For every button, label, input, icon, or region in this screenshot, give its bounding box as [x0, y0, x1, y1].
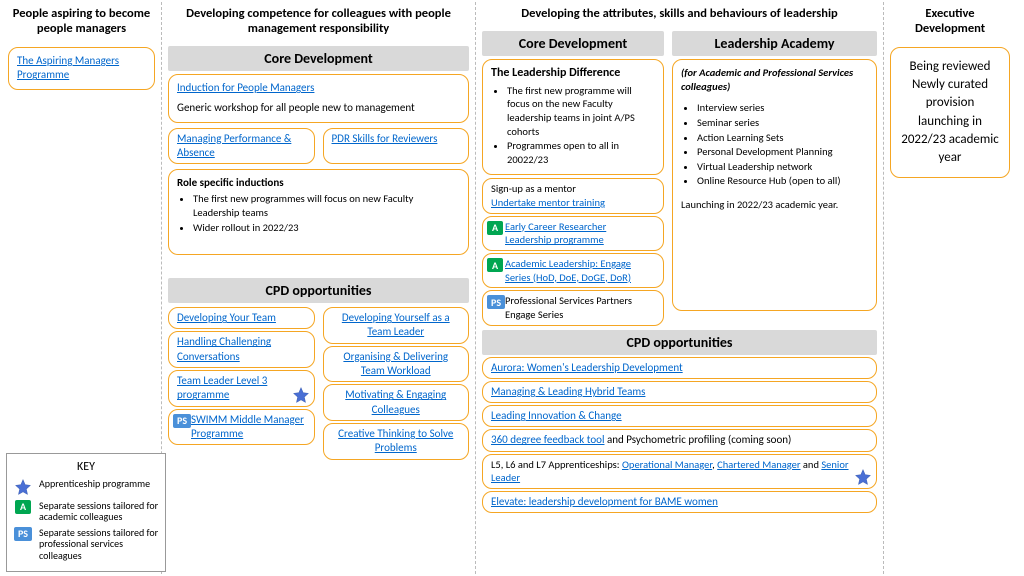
elevate-link[interactable]: Elevate: leadership development for BAME…	[491, 495, 718, 508]
la-item: Personal Development Planning	[697, 145, 868, 159]
col2-core-dev-bar: Core Development	[168, 46, 469, 71]
cpd-link[interactable]: SWIMM Middle Manager Programme	[191, 413, 304, 440]
badge-a-icon: A	[487, 221, 503, 235]
ld-bullet-1: The first new programme will focus on th…	[507, 84, 655, 139]
leadership-academy-card: (for Academic and Professional Services …	[672, 59, 877, 311]
col-aspiring: People aspiring to become people manager…	[2, 2, 162, 574]
ecr-link[interactable]: Early Career Researcher Leadership progr…	[505, 220, 606, 247]
badge-a-icon: A	[487, 258, 503, 272]
key-title: KEY	[13, 460, 159, 474]
apprentice-prefix: L5, L6 and L7 Apprenticeships:	[491, 458, 622, 471]
badge-ps-icon: PS	[173, 414, 191, 428]
cpd-link[interactable]: Creative Thinking to Solve Problems	[338, 427, 453, 454]
aspiring-card: The Aspiring Managers Programme	[8, 47, 155, 90]
star-icon	[854, 468, 872, 486]
badge-ps-icon: PS	[487, 295, 505, 309]
cpd-link[interactable]: Motivating & Engaging Colleagues	[345, 388, 446, 415]
360-link[interactable]: 360 degree feedback tool	[491, 433, 604, 446]
col-executive: Executive Development Being reviewed New…	[884, 2, 1016, 574]
mentor-link[interactable]: Undertake mentor training	[491, 196, 605, 209]
col2-cpd-bar: CPD opportunities	[168, 278, 469, 303]
executive-card: Being reviewed Newly curated provision l…	[890, 47, 1010, 178]
key-box: KEY Apprenticeship programme A Separate …	[6, 453, 166, 573]
role-title: Role specific inductions	[177, 176, 460, 190]
key-a-text: Separate sessions tailored for academic …	[39, 500, 159, 523]
la-item: Online Resource Hub (open to all)	[697, 174, 868, 188]
induction-link[interactable]: Induction for People Managers	[177, 81, 314, 94]
cpd-link[interactable]: Handling Challenging Conversations	[177, 335, 271, 362]
ld-title: The Leadership Difference	[491, 66, 655, 82]
induction-card: Induction for People Managers Generic wo…	[168, 74, 469, 123]
col2-header: Developing competence for colleagues wit…	[166, 2, 471, 44]
aurora-link[interactable]: Aurora: Women's Leadership Development	[491, 361, 683, 374]
col3-cpd-bar: CPD opportunities	[482, 330, 877, 355]
col-competence: Developing competence for colleagues wit…	[162, 2, 476, 574]
la-item: Action Learning Sets	[697, 131, 868, 145]
col3-header: Developing the attributes, skills and be…	[480, 2, 879, 29]
360-suffix: and Psychometric profiling (coming soon)	[604, 433, 791, 446]
op-mgr-link[interactable]: Operational Manager	[622, 458, 712, 471]
pdr-link[interactable]: PDR Skills for Reviewers	[332, 132, 438, 145]
la-item: Virtual Leadership network	[697, 160, 868, 174]
al-link[interactable]: Academic Leadership: Engage Series (HoD,…	[505, 257, 631, 284]
la-item: Interview series	[697, 101, 868, 115]
psp-text: Professional Services Partners Engage Se…	[505, 294, 632, 321]
hybrid-link[interactable]: Managing & Leading Hybrid Teams	[491, 385, 645, 398]
col1-header: People aspiring to become people manager…	[6, 2, 157, 44]
induction-desc: Generic workshop for all people new to m…	[177, 101, 460, 115]
col4-header: Executive Development	[888, 2, 1012, 44]
col3-core-dev-bar: Core Development	[482, 31, 664, 56]
key-ps-text: Separate sessions tailored for professio…	[39, 527, 159, 562]
la-item: Seminar series	[697, 116, 868, 130]
aspiring-managers-link[interactable]: The Aspiring Managers Programme	[17, 54, 119, 81]
mentor-text: Sign-up as a mentor	[491, 182, 655, 196]
innovation-link[interactable]: Leading Innovation & Change	[491, 409, 622, 422]
ld-bullet-2: Programmes open to all in 20022/23	[507, 139, 655, 166]
chart-mgr-link[interactable]: Chartered Manager	[717, 458, 800, 471]
role-bullet-2: Wider rollout in 2022/23	[193, 221, 460, 235]
role-bullet-1: The first new programmes will focus on n…	[193, 192, 460, 219]
star-icon	[292, 386, 310, 404]
role-inductions-card: Role specific inductions The first new p…	[168, 169, 469, 255]
badge-ps-icon: PS	[14, 527, 32, 541]
col3-la-bar: Leadership Academy	[672, 31, 877, 56]
la-footer: Launching in 2022/23 academic year.	[681, 198, 868, 212]
badge-a-icon: A	[15, 500, 31, 514]
mp-absence-link[interactable]: Managing Performance & Absence	[177, 132, 291, 159]
cpd-link[interactable]: Organising & Delivering Team Workload	[343, 350, 448, 377]
executive-text: Being reviewed Newly curated provision l…	[901, 59, 999, 165]
cpd-link[interactable]: Developing Your Team	[177, 311, 276, 324]
mentor-card: Sign-up as a mentor Undertake mentor tra…	[482, 178, 664, 213]
la-subtitle: (for Academic and Professional Services …	[681, 66, 868, 93]
cpd-link[interactable]: Developing Yourself as a Team Leader	[342, 311, 450, 338]
cpd-link[interactable]: Team Leader Level 3 programme	[177, 374, 267, 401]
key-star-text: Apprenticeship programme	[39, 478, 150, 490]
leadership-diff-card: The Leadership Difference The first new …	[482, 59, 664, 175]
col-leadership: Developing the attributes, skills and be…	[476, 2, 884, 574]
star-icon	[14, 478, 32, 496]
